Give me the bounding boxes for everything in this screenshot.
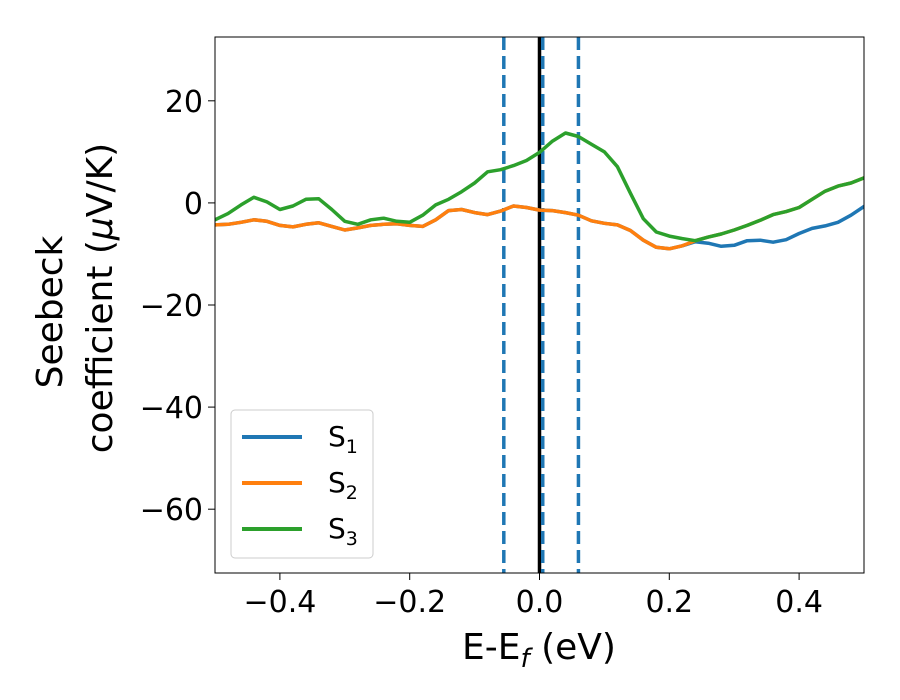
x-tick-label: −0.4 [243,585,316,620]
series-lines [215,131,864,251]
y-tick-label: 0 [184,187,203,222]
y-tick-label: 20 [165,85,203,120]
y-axis-label-line1: Seebeck [30,235,71,388]
x-axis-label: E-Ef (eV) [462,627,616,674]
legend: S1 S2 S3 [230,409,374,559]
series-line-s3 [215,131,864,243]
x-tick-label: 0.0 [516,585,564,620]
x-tick-label: −0.2 [373,585,446,620]
legend-label-s1: S1 [328,420,358,458]
legend-label-s2: S2 [328,466,358,504]
y-axis-label-line2: coefficient (μV/K) [80,143,121,453]
plot-area [214,36,865,574]
y-tick-label: −40 [140,391,203,426]
y-axis-ticks: 20 0 −20 −40 −60 [140,85,215,528]
y-tick-label: −20 [140,289,203,324]
x-tick-label: 0.4 [775,585,823,620]
vertical-reference-lines [502,37,581,573]
legend-label-s3: S3 [328,512,358,550]
x-tick-label: 0.2 [645,585,693,620]
y-tick-label: −60 [140,493,203,528]
x-axis-ticks: −0.4 −0.2 0.0 0.2 0.4 [243,573,823,620]
